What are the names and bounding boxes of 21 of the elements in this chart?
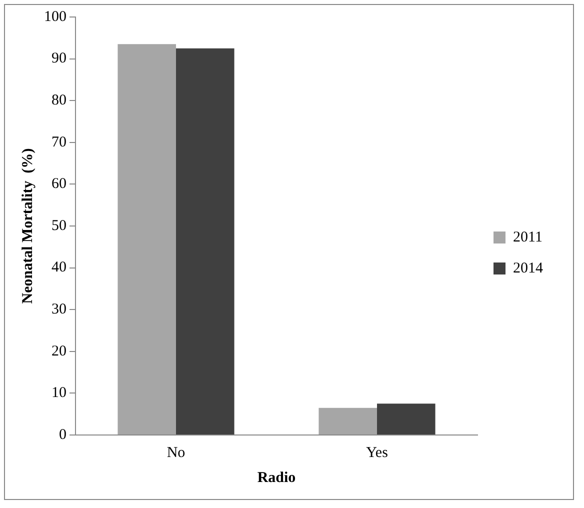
y-tick-label: 90	[52, 50, 66, 67]
bar	[377, 404, 436, 434]
y-tick-label: 60	[52, 176, 66, 192]
y-tick-label: 100	[44, 8, 66, 25]
x-tick-label: Yes	[366, 444, 388, 461]
y-axis-title: Neonatal Mortality (%)	[20, 148, 36, 304]
x-axis-title: Radio	[257, 470, 296, 486]
y-tick-label: 80	[52, 92, 66, 109]
legend-label: 2011	[513, 229, 542, 246]
y-tick-label: 30	[52, 302, 66, 318]
bar	[318, 408, 377, 434]
y-tick-label: 0	[59, 426, 66, 443]
y-tick-label: 10	[52, 385, 66, 402]
y-tick-label: 70	[52, 134, 66, 150]
y-tick-label: 50	[52, 218, 66, 234]
bar	[118, 44, 176, 434]
y-tick-label: 40	[52, 260, 66, 276]
legend-label: 2014	[513, 260, 544, 276]
y-tick-label: 20	[52, 343, 66, 360]
bar	[176, 48, 234, 434]
x-tick-label: No	[166, 444, 186, 461]
